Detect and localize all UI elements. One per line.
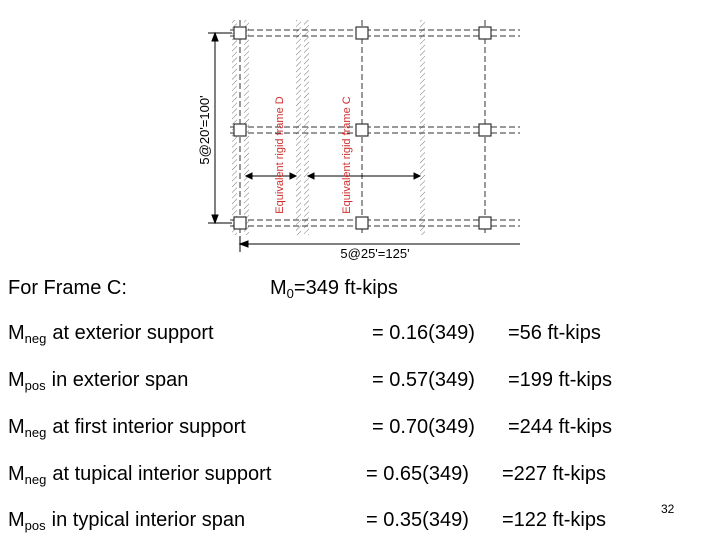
symbol: M [8,463,25,485]
moment-label: Mneg at first interior support [8,416,246,440]
height-label: 5@20'=100' [197,95,212,164]
description: at exterior support [52,322,214,344]
width-label: 5@25'=125' [340,246,409,261]
moment-label: Mpos in exterior span [8,369,188,393]
description: in typical interior span [51,509,246,531]
strip-label: Equivalent rigid frame D [274,96,286,213]
floor-plan-diagram: 5@20'=100' 5@25'=125' Equivalent rigid f… [197,20,520,261]
equation: = 0.57(349) [372,369,475,391]
subscript: pos [24,378,46,393]
symbol: M [270,277,287,299]
page-number: 32 [661,502,675,516]
total-moment: M0=349 ft-kips [270,277,398,301]
description: in exterior span [51,369,189,391]
result: =244 ft-kips [508,416,612,438]
dimension-lines [208,31,520,252]
equation: = 0.35(349) [366,509,469,531]
result: =227 ft-kips [502,463,606,485]
text: =349 ft-kips [293,277,398,299]
result: =122 ft-kips [502,509,606,531]
subscript: 0 [286,286,294,301]
result: =56 ft-kips [508,322,601,344]
symbol: M [8,416,25,438]
moment-label: Mneg at exterior support [8,322,214,346]
columns [233,26,492,230]
subscript: pos [24,518,46,533]
grid-lines [230,20,520,235]
strip-label: Equivalent rigid frame C [341,96,353,213]
symbol: M [8,369,25,391]
result: =199 ft-kips [508,369,612,391]
moment-label: Mneg at tupical interior support [8,463,271,487]
subscript: neg [24,472,47,487]
description: at first interior support [52,416,246,438]
frame-label: For Frame C: [8,277,127,299]
subscript: neg [24,331,47,346]
equation: = 0.65(349) [366,463,469,485]
symbol: M [8,509,25,531]
strip-arrows [244,172,422,180]
subscript: neg [24,425,47,440]
equation: = 0.16(349) [372,322,475,344]
description: at tupical interior support [52,463,272,485]
moment-label: Mpos in typical interior span [8,509,245,533]
equation: = 0.70(349) [372,416,475,438]
symbol: M [8,322,25,344]
